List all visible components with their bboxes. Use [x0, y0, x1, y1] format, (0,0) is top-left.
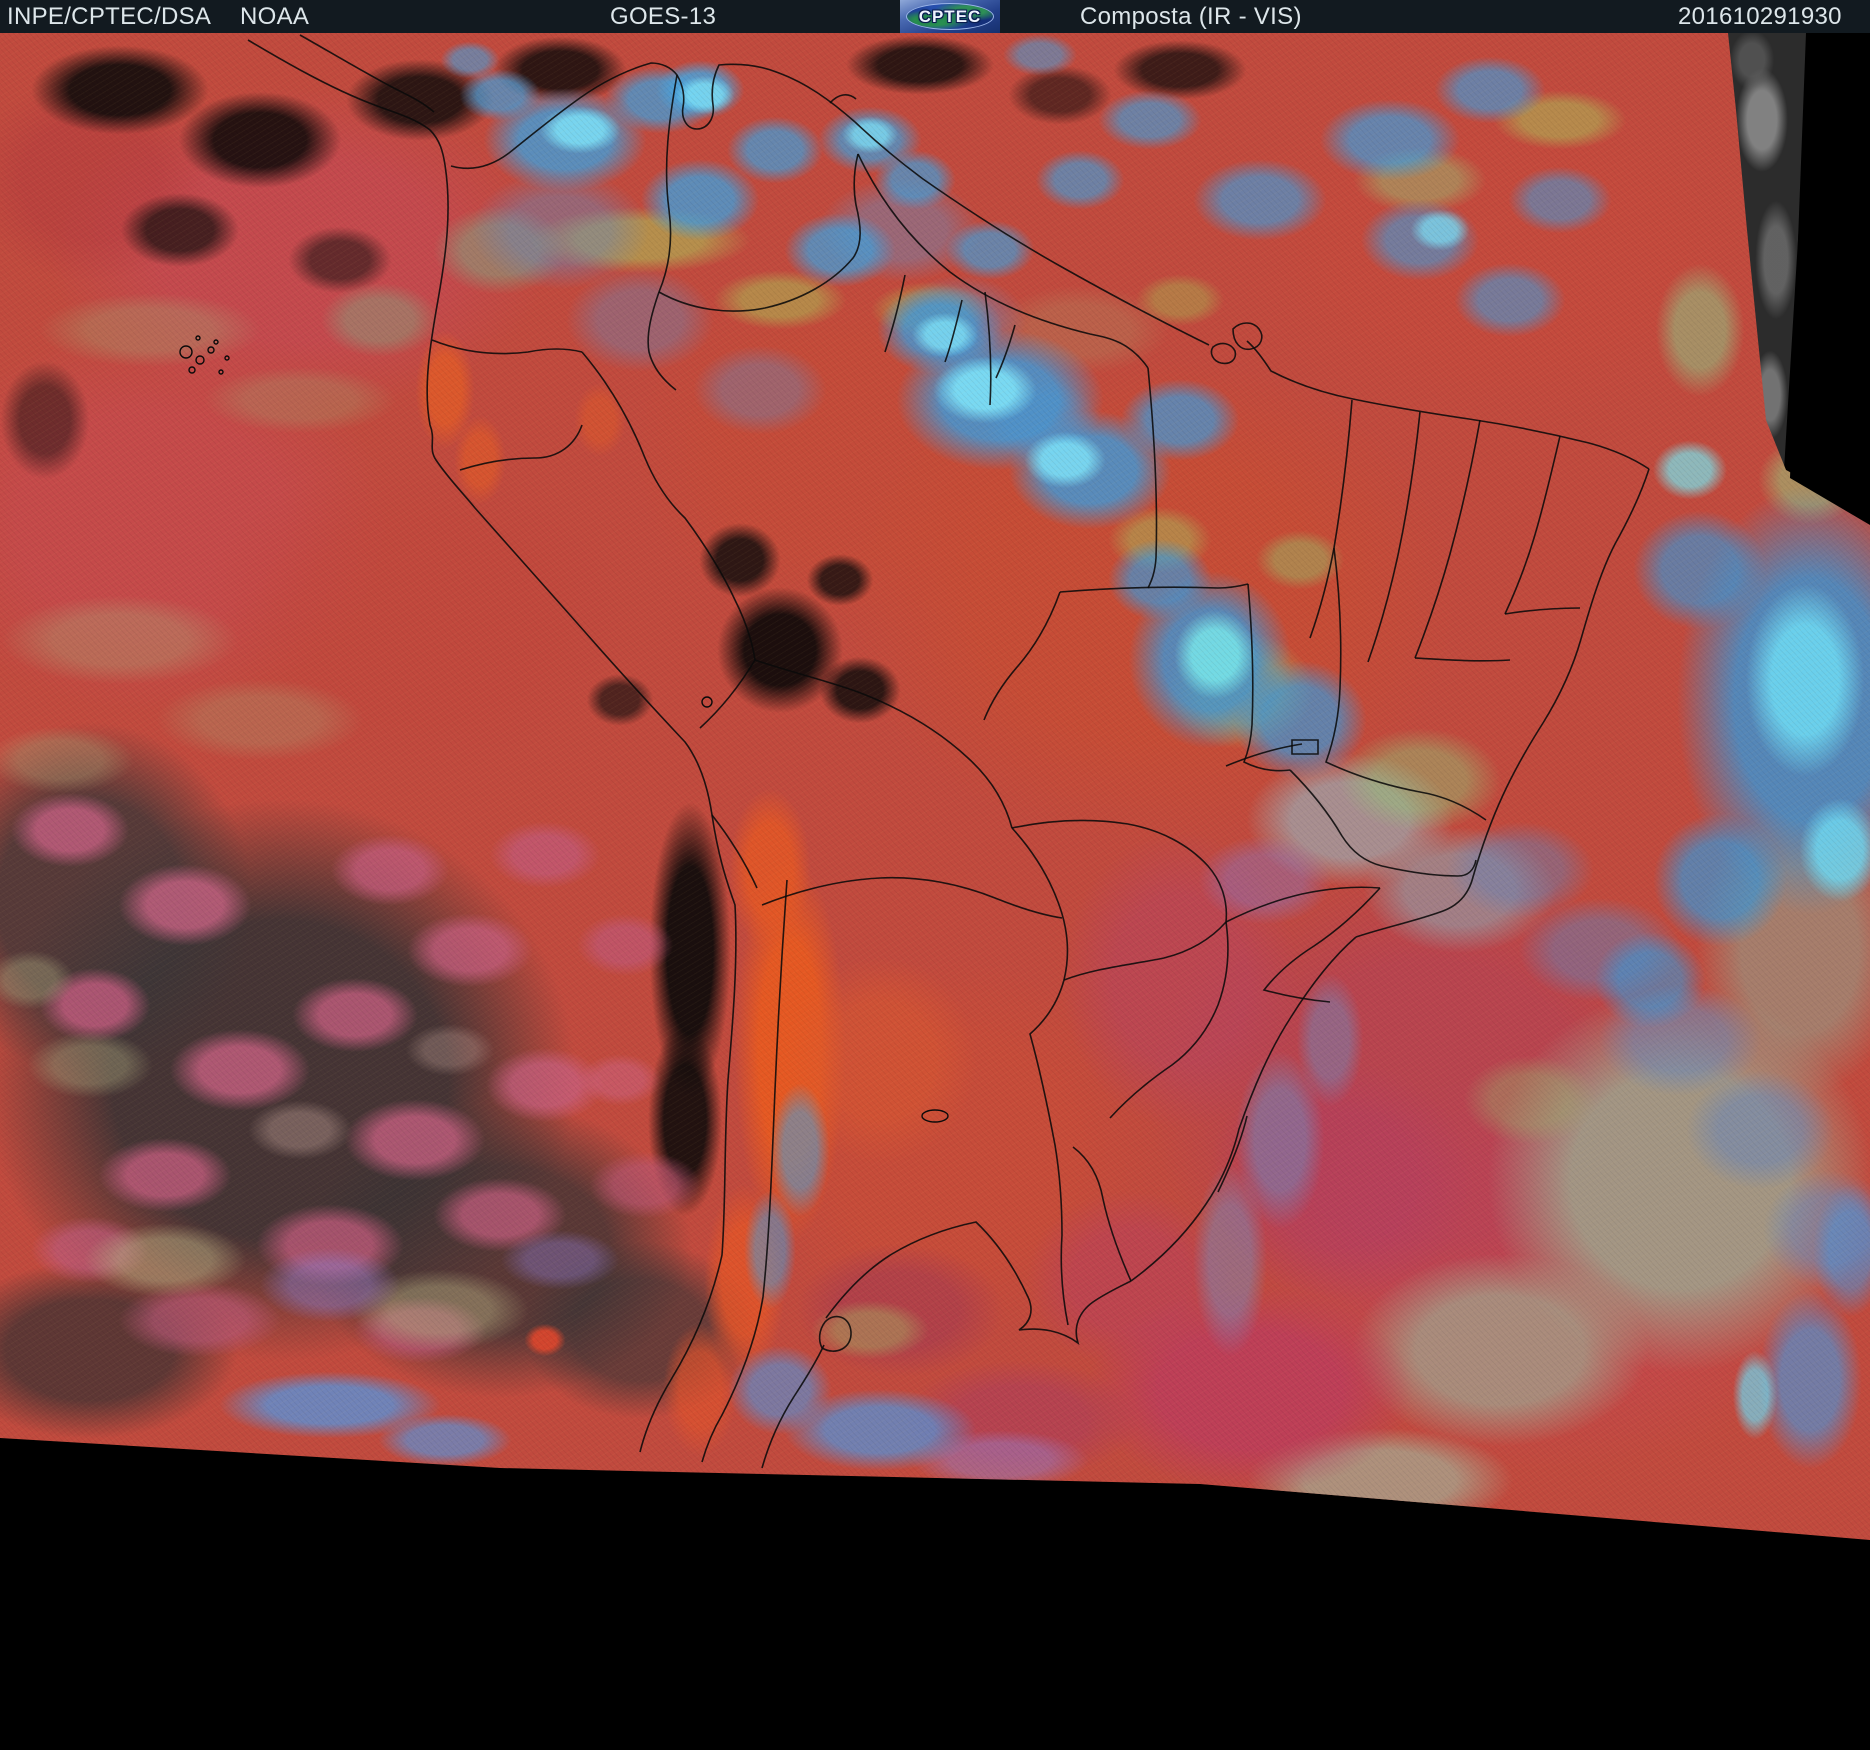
header-bar: INPE/CPTEC/DSA NOAA GOES-13 CPTEC Compos… [0, 0, 1870, 33]
satellite-cloud-blob [990, 33, 1090, 83]
satellite-cloud-blob [1725, 1335, 1785, 1455]
agency-label: INPE/CPTEC/DSA [7, 3, 212, 30]
cptec-logo-text: CPTEC [918, 7, 982, 26]
satellite-cloud-blob [1640, 240, 1760, 420]
satellite-cloud-blob [1400, 202, 1480, 258]
satellite-cloud-blob [1490, 155, 1630, 245]
timestamp-label: 201610291930 [1678, 3, 1842, 30]
cptec-globe-icon [906, 3, 994, 30]
satellite-cloud-blob [0, 715, 160, 805]
satellite-cloud-blob [230, 1090, 370, 1170]
satellite-cloud-blob [0, 580, 280, 700]
satellite-label: GOES-13 [610, 3, 717, 30]
satellite-cloud-blob [795, 545, 885, 615]
satellite-cloud-blob [235, 1235, 425, 1335]
satellite-cloud-blob [0, 280, 300, 380]
satellite-cloud-blob [100, 180, 260, 280]
satellite-cloud-blob [1575, 915, 1725, 1045]
satellite-cloud-blob [170, 355, 430, 445]
satellite-cloud-blob [1785, 780, 1870, 920]
satellite-cloud-blob [1435, 250, 1585, 350]
cptec-logo: CPTEC [900, 0, 1000, 33]
satellite-cloud-blob [1415, 45, 1565, 135]
satellite-cloud-blob [1725, 550, 1870, 810]
product-label: Composta (IR - VIS) [1080, 3, 1302, 30]
satellite-cloud-blob [1010, 422, 1120, 498]
satellite-cloud-blob [5, 1020, 175, 1110]
satellite-cloud-blob [20, 955, 170, 1055]
satellite-cloud-blob [1100, 365, 1260, 475]
satellite-cloud-blob [270, 215, 410, 305]
satellite-cloud-blob [120, 665, 400, 775]
satellite-cloud-blob [1640, 430, 1740, 510]
noaa-label: NOAA [240, 3, 310, 30]
satellite-cloud-blob [0, 340, 105, 500]
ir-grey-cloud-blob [1725, 33, 1782, 100]
satellite-cloud-blob [95, 850, 275, 960]
